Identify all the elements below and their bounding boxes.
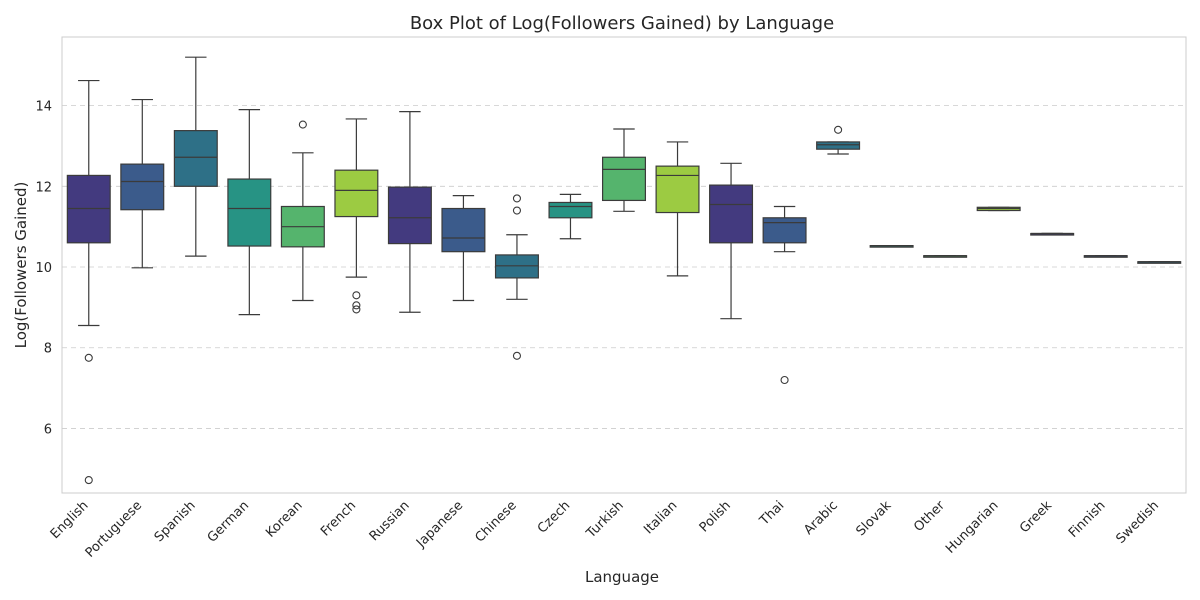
y-axis-label: Log(Followers Gained)	[12, 182, 30, 349]
box-group-portuguese	[120, 98, 165, 269]
outlier-point	[352, 301, 361, 310]
boxes-layer	[66, 56, 1182, 485]
box-group-russian	[387, 111, 432, 313]
x-tick-label: Arabic	[801, 498, 841, 538]
box	[334, 169, 379, 218]
box	[709, 184, 754, 244]
box-group-czech	[548, 193, 593, 240]
box	[548, 201, 593, 219]
box-group-hungarian	[976, 206, 1021, 212]
outlier-point	[780, 375, 789, 385]
box	[816, 141, 861, 150]
x-tick-label: Slovak	[853, 498, 894, 539]
y-tick-label: 12	[35, 180, 52, 195]
box-group-arabic	[816, 125, 861, 155]
box	[655, 165, 700, 214]
x-tick-label: French	[318, 498, 359, 539]
x-tick-label: Spanish	[152, 498, 199, 545]
x-tick-label: Thai	[756, 498, 787, 529]
box-group-other	[923, 255, 968, 258]
outlier-point	[298, 120, 307, 129]
box	[441, 207, 486, 253]
outlier-point	[84, 476, 93, 485]
x-tick-label: Turkish	[583, 498, 627, 542]
box-group-french	[334, 118, 379, 314]
box-group-finnish	[1083, 255, 1128, 258]
y-tick-label: 6	[44, 422, 52, 437]
y-tick-label: 10	[35, 261, 52, 276]
x-tick-label: Russian	[367, 498, 413, 544]
y-tick-label: 14	[35, 100, 52, 115]
x-tick-label: Finnish	[1066, 498, 1109, 541]
box-group-turkish	[601, 128, 647, 212]
x-tick-label: Greek	[1017, 498, 1055, 536]
box	[227, 178, 272, 247]
y-tick-label: 8	[44, 342, 52, 357]
x-tick-label: Hungarian	[943, 498, 1001, 556]
box-group-chinese	[494, 194, 539, 360]
box	[173, 130, 218, 187]
outlier-point	[512, 351, 522, 360]
box	[66, 174, 111, 244]
box-group-swedish	[1137, 261, 1182, 264]
x-axis-label: Language	[585, 568, 659, 586]
box-group-japanese	[441, 194, 486, 302]
box	[762, 217, 807, 244]
chart-title: Box Plot of Log(Followers Gained) by Lan…	[410, 13, 834, 34]
x-tick-label: Italian	[641, 498, 680, 537]
x-tick-label: Czech	[535, 498, 573, 536]
box	[387, 186, 432, 245]
x-tick-label: Korean	[263, 498, 305, 540]
box-group-polish	[709, 162, 754, 320]
box-group-spanish	[173, 56, 218, 257]
box-group-thai	[762, 205, 807, 385]
box-group-english	[66, 79, 111, 485]
outlier-point	[352, 305, 361, 314]
box-group-german	[227, 109, 272, 316]
x-tick-label: Portuguese	[83, 498, 145, 560]
box	[601, 156, 647, 202]
box-group-korean	[280, 120, 325, 302]
box	[120, 163, 165, 211]
x-tick-label: German	[205, 498, 252, 545]
y-axis-ticks: 6 8 10 12 14	[35, 100, 52, 438]
x-tick-label: Japanese	[413, 498, 466, 551]
x-tick-label: Polish	[697, 498, 734, 535]
box-group-greek	[1030, 232, 1075, 236]
outlier-point	[84, 353, 93, 362]
box-group-slovak	[869, 245, 914, 248]
outlier-point	[512, 194, 522, 203]
x-tick-label: English	[48, 498, 92, 542]
box	[494, 254, 539, 279]
x-tick-label: Other	[911, 498, 948, 535]
outlier-point	[834, 125, 843, 134]
outlier-point	[512, 206, 522, 215]
x-tick-label: Chinese	[472, 498, 519, 545]
box-group-italian	[655, 141, 700, 277]
outlier-point	[352, 291, 361, 300]
x-tick-label: Swedish	[1113, 498, 1162, 547]
